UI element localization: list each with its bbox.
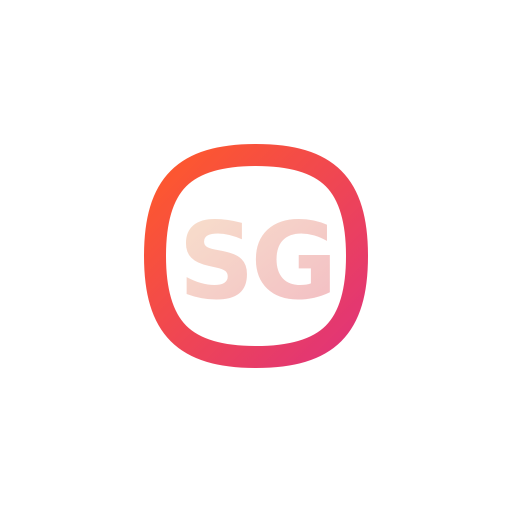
sg-app-icon: SG (143, 143, 369, 369)
logo-lettering: SG (178, 200, 333, 323)
sg-logo-icon: SG (143, 143, 369, 369)
logo-border (143, 143, 369, 369)
